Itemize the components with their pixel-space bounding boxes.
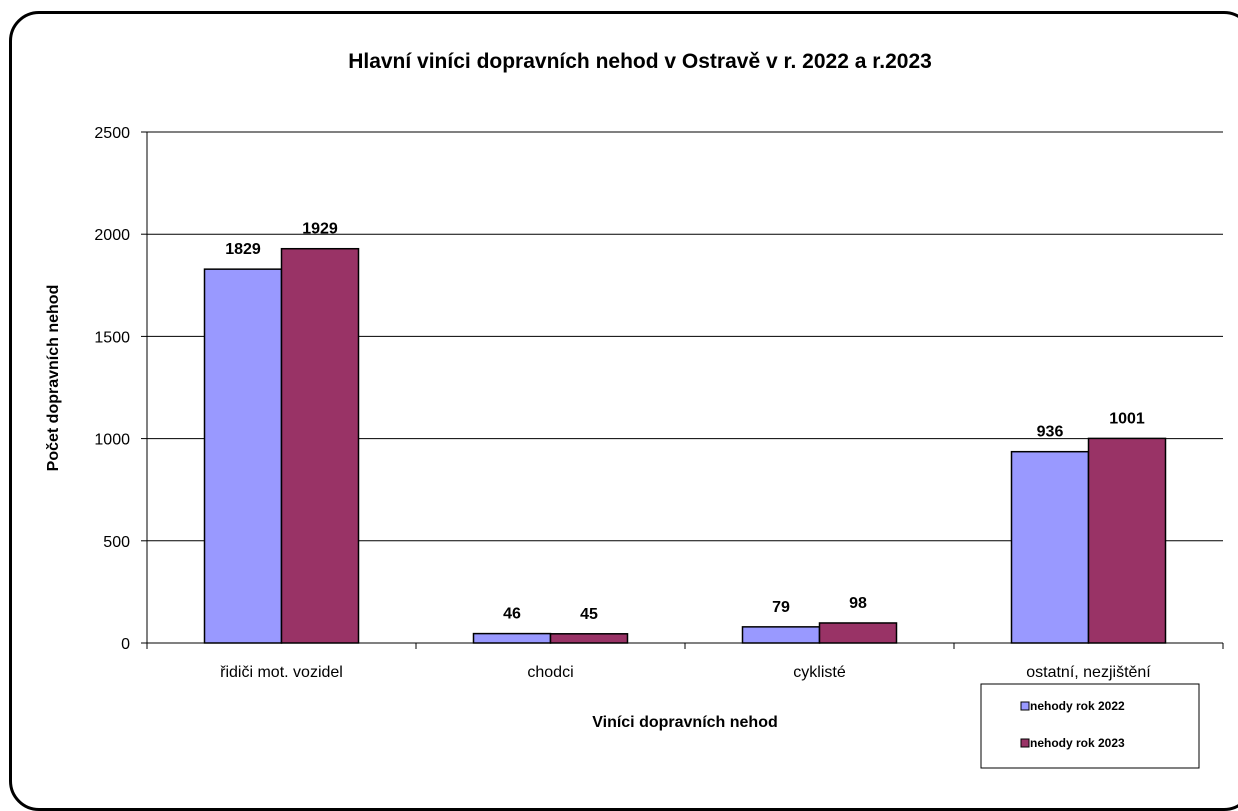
bar bbox=[1087, 437, 1167, 644]
bar bbox=[818, 622, 898, 644]
bar-chart: Hlavní viníci dopravních nehod v Ostravě… bbox=[45, 50, 1224, 769]
y-tick-labels: 0 500 1000 1500 2000 2500 bbox=[94, 125, 130, 653]
x-category-label: chodci bbox=[527, 664, 573, 681]
bars bbox=[203, 247, 1167, 644]
data-label: 1829 bbox=[225, 241, 261, 258]
data-label: 98 bbox=[849, 595, 867, 612]
legend-swatch bbox=[1020, 701, 1030, 711]
bar bbox=[1010, 450, 1090, 644]
bar bbox=[472, 632, 552, 644]
data-label: 1929 bbox=[302, 221, 338, 238]
data-label: 79 bbox=[772, 599, 790, 616]
y-tick-label: 2500 bbox=[94, 125, 130, 142]
data-labels: 1829 1929 46 45 79 98 936 1001 bbox=[225, 221, 1145, 623]
chart-title: Hlavní viníci dopravních nehod v Ostravě… bbox=[348, 50, 932, 73]
y-tick-label: 0 bbox=[121, 636, 130, 653]
x-category-labels: řidiči mot. vozidel chodci cyklisté ostatní… bbox=[220, 664, 1151, 681]
axes bbox=[141, 131, 1224, 649]
y-tick-label: 2000 bbox=[94, 227, 130, 244]
bar bbox=[741, 626, 821, 644]
x-category-label: cyklisté bbox=[793, 664, 846, 681]
y-axis-title: Počet dopravních nehod bbox=[45, 285, 62, 472]
x-axis-title: Viníci dopravních nehod bbox=[592, 714, 778, 731]
bar bbox=[203, 268, 283, 644]
data-label: 46 bbox=[503, 606, 521, 623]
data-label: 1001 bbox=[1109, 410, 1145, 427]
legend-label: nehody rok 2023 bbox=[1030, 736, 1125, 750]
y-tick-label: 1500 bbox=[94, 329, 130, 346]
legend-box bbox=[980, 683, 1200, 769]
bar bbox=[280, 247, 360, 644]
data-label: 936 bbox=[1037, 424, 1064, 441]
x-category-label: řidiči mot. vozidel bbox=[220, 664, 343, 681]
legend: nehody rok 2022 nehody rok 2023 bbox=[980, 683, 1200, 769]
y-tick-label: 500 bbox=[103, 534, 130, 551]
legend-swatch bbox=[1020, 738, 1030, 748]
data-label: 45 bbox=[580, 606, 598, 623]
x-category-label: ostatní, nezjištění bbox=[1026, 664, 1151, 681]
legend-label: nehody rok 2022 bbox=[1030, 699, 1125, 713]
bar bbox=[549, 633, 629, 644]
y-tick-label: 1000 bbox=[94, 432, 130, 449]
